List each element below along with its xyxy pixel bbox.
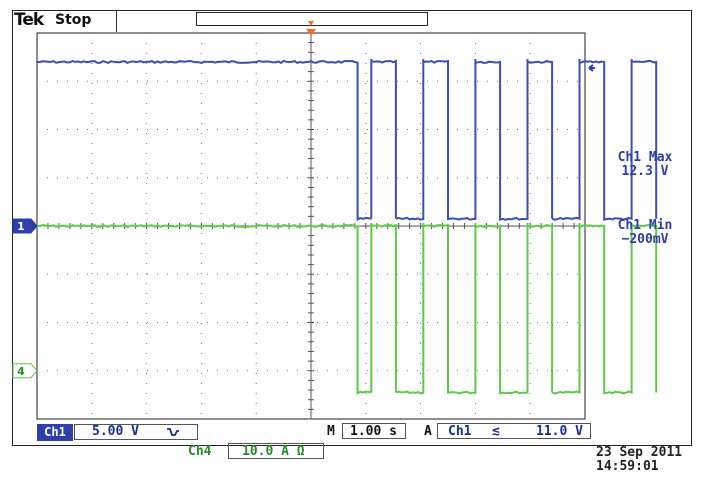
trigger-slope-icon: ≲ [492, 424, 500, 439]
timebase-box [342, 423, 406, 439]
acquisition-status: Stop [55, 12, 92, 28]
ch4-trace [36, 223, 658, 395]
ch1-max-level-arrow [588, 64, 595, 72]
trigger-source: Ch1 [448, 424, 472, 439]
ch1-min-label: Ch1 Min [617, 218, 673, 233]
ch1-badge: Ch1 [37, 424, 73, 441]
trigger-level: 11.0 V [536, 424, 583, 439]
capture-time: 14:59:01 [596, 459, 659, 474]
timebase-prefix: M [327, 424, 335, 439]
record-length-bar [196, 12, 428, 26]
ch1-trace [36, 59, 658, 221]
bandwidth-limit-icon [167, 428, 179, 436]
trigger-box [437, 423, 591, 439]
timebase-value: 1.00 s [350, 424, 397, 439]
ch1-ground-marker-label: 1 [17, 220, 25, 233]
record-position-marker [308, 21, 314, 26]
ch4-scale-box [228, 443, 324, 459]
ch4-ground-marker [12, 363, 38, 379]
ch1-ground-marker [12, 218, 38, 234]
brand-label: Tek [14, 10, 44, 30]
ch4-label: Ch4 [188, 444, 212, 459]
ch1-max-label: Ch1 Max [617, 150, 673, 165]
trigger-position-marker [306, 29, 316, 36]
ch1-min-value: −200mV [621, 232, 669, 247]
trigger-prefix: A [424, 424, 432, 439]
header-divider [116, 10, 117, 32]
ch1-max-value: 12.3 V [621, 164, 669, 179]
ch4-scale: 10.0 A Ω [242, 444, 305, 459]
ch1-scale: 5.00 V [92, 424, 139, 439]
ch1-scale-box [74, 424, 198, 440]
capture-date: 23 Sep 2011 [596, 445, 683, 460]
ch4-ground-marker-label: 4 [17, 365, 25, 378]
